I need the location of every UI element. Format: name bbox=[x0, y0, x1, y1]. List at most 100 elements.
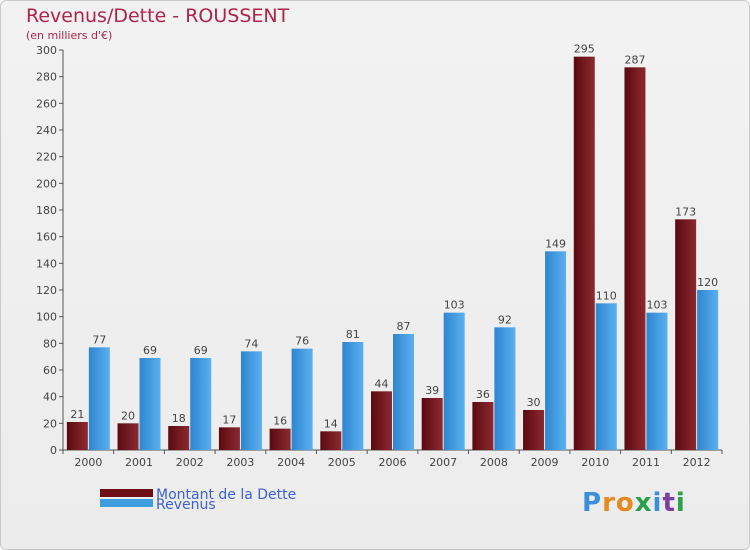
bar-dette-2012 bbox=[675, 219, 697, 450]
y-tick-label: 220 bbox=[36, 151, 57, 164]
y-tick-label: 240 bbox=[36, 124, 57, 137]
bar-revenus-2007 bbox=[443, 312, 465, 450]
x-tick-label: 2012 bbox=[683, 456, 711, 469]
label-revenus-2004: 76 bbox=[295, 335, 309, 348]
label-dette-2003: 17 bbox=[222, 413, 236, 426]
chart-title: Revenus/Dette - ROUSSENT bbox=[26, 5, 290, 27]
y-tick-label: 260 bbox=[36, 97, 57, 110]
legend-swatch-revenus bbox=[100, 499, 153, 507]
label-dette-2005: 14 bbox=[324, 417, 338, 430]
y-tick-label: 180 bbox=[36, 204, 57, 217]
y-tick-label: 160 bbox=[36, 231, 57, 244]
bar-dette-2010 bbox=[573, 56, 595, 451]
legend-label-dette: Montant de la Dette bbox=[156, 487, 297, 503]
bar-dette-2007 bbox=[421, 398, 443, 450]
bar-dette-2008 bbox=[472, 402, 494, 450]
label-dette-2001: 20 bbox=[121, 409, 135, 422]
y-tick-label: 200 bbox=[36, 177, 57, 190]
bar-revenus-2010 bbox=[595, 303, 617, 450]
label-dette-2012: 173 bbox=[675, 205, 696, 218]
bar-revenus-2005 bbox=[342, 342, 364, 450]
label-dette-2007: 39 bbox=[425, 384, 439, 397]
bar-revenus-2006 bbox=[393, 334, 414, 450]
chart-subtitle: (en milliers d'€) bbox=[26, 29, 113, 42]
y-tick-label: 60 bbox=[43, 364, 57, 377]
y-tick-label: 20 bbox=[43, 417, 57, 430]
logo-letter: o bbox=[615, 488, 635, 518]
legend-label-revenus: Revenus bbox=[156, 497, 216, 513]
label-revenus-2010: 110 bbox=[596, 289, 617, 302]
x-tick-label: 2010 bbox=[581, 456, 609, 469]
bar-dette-2002 bbox=[168, 426, 190, 450]
x-tick-label: 2009 bbox=[531, 456, 559, 469]
label-dette-2011: 287 bbox=[624, 53, 645, 66]
logo-letter: i bbox=[652, 488, 663, 518]
label-dette-2004: 16 bbox=[273, 415, 287, 428]
bar-revenus-2008 bbox=[494, 327, 516, 450]
y-tick-label: 40 bbox=[43, 391, 57, 404]
label-revenus-2003: 74 bbox=[244, 337, 258, 350]
x-tick-label: 2006 bbox=[379, 456, 407, 469]
bars bbox=[66, 56, 719, 451]
label-dette-2009: 30 bbox=[527, 396, 541, 409]
y-tick-label: 140 bbox=[36, 257, 57, 270]
label-revenus-2000: 77 bbox=[92, 333, 106, 346]
proxiti-logo: Proxiti bbox=[582, 488, 686, 518]
bar-dette-2000 bbox=[66, 422, 88, 450]
bar-revenus-2001 bbox=[139, 358, 161, 450]
x-tick-label: 2007 bbox=[429, 456, 457, 469]
legend-swatch-dette bbox=[100, 489, 153, 497]
y-tick-label: 0 bbox=[50, 444, 57, 457]
y-axis: 0 20 40 60 80 100 120 140 160 180 200 220 240 260 280 3… bbox=[36, 44, 64, 457]
bar-revenus-2012 bbox=[697, 290, 719, 450]
label-revenus-2012: 120 bbox=[697, 276, 718, 289]
bar-dette-2009 bbox=[523, 410, 545, 450]
logo-letter: t bbox=[662, 488, 676, 518]
y-tick-label: 100 bbox=[36, 311, 57, 324]
x-tick-label: 2008 bbox=[480, 456, 508, 469]
logo-letter: i bbox=[675, 488, 686, 518]
bar-revenus-2000 bbox=[88, 347, 110, 450]
y-tick-label: 120 bbox=[36, 284, 57, 297]
label-revenus-2007: 103 bbox=[444, 299, 465, 312]
bar-revenus-2002 bbox=[190, 358, 212, 450]
label-dette-2010: 295 bbox=[574, 43, 595, 56]
label-dette-2000: 21 bbox=[70, 408, 84, 421]
y-tick-label: 280 bbox=[36, 71, 57, 84]
label-dette-2002: 18 bbox=[172, 412, 186, 425]
bar-revenus-2009 bbox=[545, 251, 567, 450]
label-revenus-2008: 92 bbox=[498, 313, 512, 326]
label-revenus-2011: 103 bbox=[646, 299, 667, 312]
bar-dette-2006 bbox=[371, 391, 392, 450]
x-tick-label: 2000 bbox=[74, 456, 102, 469]
y-tick-label: 80 bbox=[43, 337, 57, 350]
y-tick-label: 300 bbox=[36, 44, 57, 57]
bar-revenus-2003 bbox=[240, 351, 262, 450]
label-revenus-2009: 149 bbox=[545, 237, 566, 250]
data-labels: 21 77 20 69 18 69 17 74 16 76 14 81 44 87 39 103 36 92 30 1… bbox=[70, 43, 718, 431]
bar-dette-2004 bbox=[269, 428, 291, 450]
bar-revenus-2004 bbox=[291, 348, 313, 450]
x-tick-label: 2001 bbox=[125, 456, 153, 469]
label-revenus-2002: 69 bbox=[194, 344, 208, 357]
logo-letter: P bbox=[582, 488, 603, 518]
x-axis: 2000 2001 2002 2003 2004 2005 2006 2007 2008 2009… bbox=[62, 449, 723, 469]
label-revenus-2001: 69 bbox=[143, 344, 157, 357]
label-revenus-2006: 87 bbox=[397, 320, 411, 333]
x-tick-label: 2005 bbox=[328, 456, 356, 469]
x-tick-label: 2003 bbox=[226, 456, 254, 469]
bar-dette-2005 bbox=[320, 431, 342, 450]
logo-letter: r bbox=[602, 488, 616, 518]
logo-letter: x bbox=[634, 488, 653, 518]
x-tick-label: 2004 bbox=[277, 456, 305, 469]
x-tick-label: 2002 bbox=[176, 456, 204, 469]
label-dette-2006: 44 bbox=[375, 377, 389, 390]
label-revenus-2005: 81 bbox=[346, 328, 360, 341]
bar-dette-2001 bbox=[117, 423, 139, 450]
bar-dette-2011 bbox=[624, 67, 646, 450]
bar-dette-2003 bbox=[218, 427, 240, 450]
x-tick-label: 2011 bbox=[632, 456, 660, 469]
label-dette-2008: 36 bbox=[476, 388, 490, 401]
bar-revenus-2011 bbox=[646, 312, 668, 450]
